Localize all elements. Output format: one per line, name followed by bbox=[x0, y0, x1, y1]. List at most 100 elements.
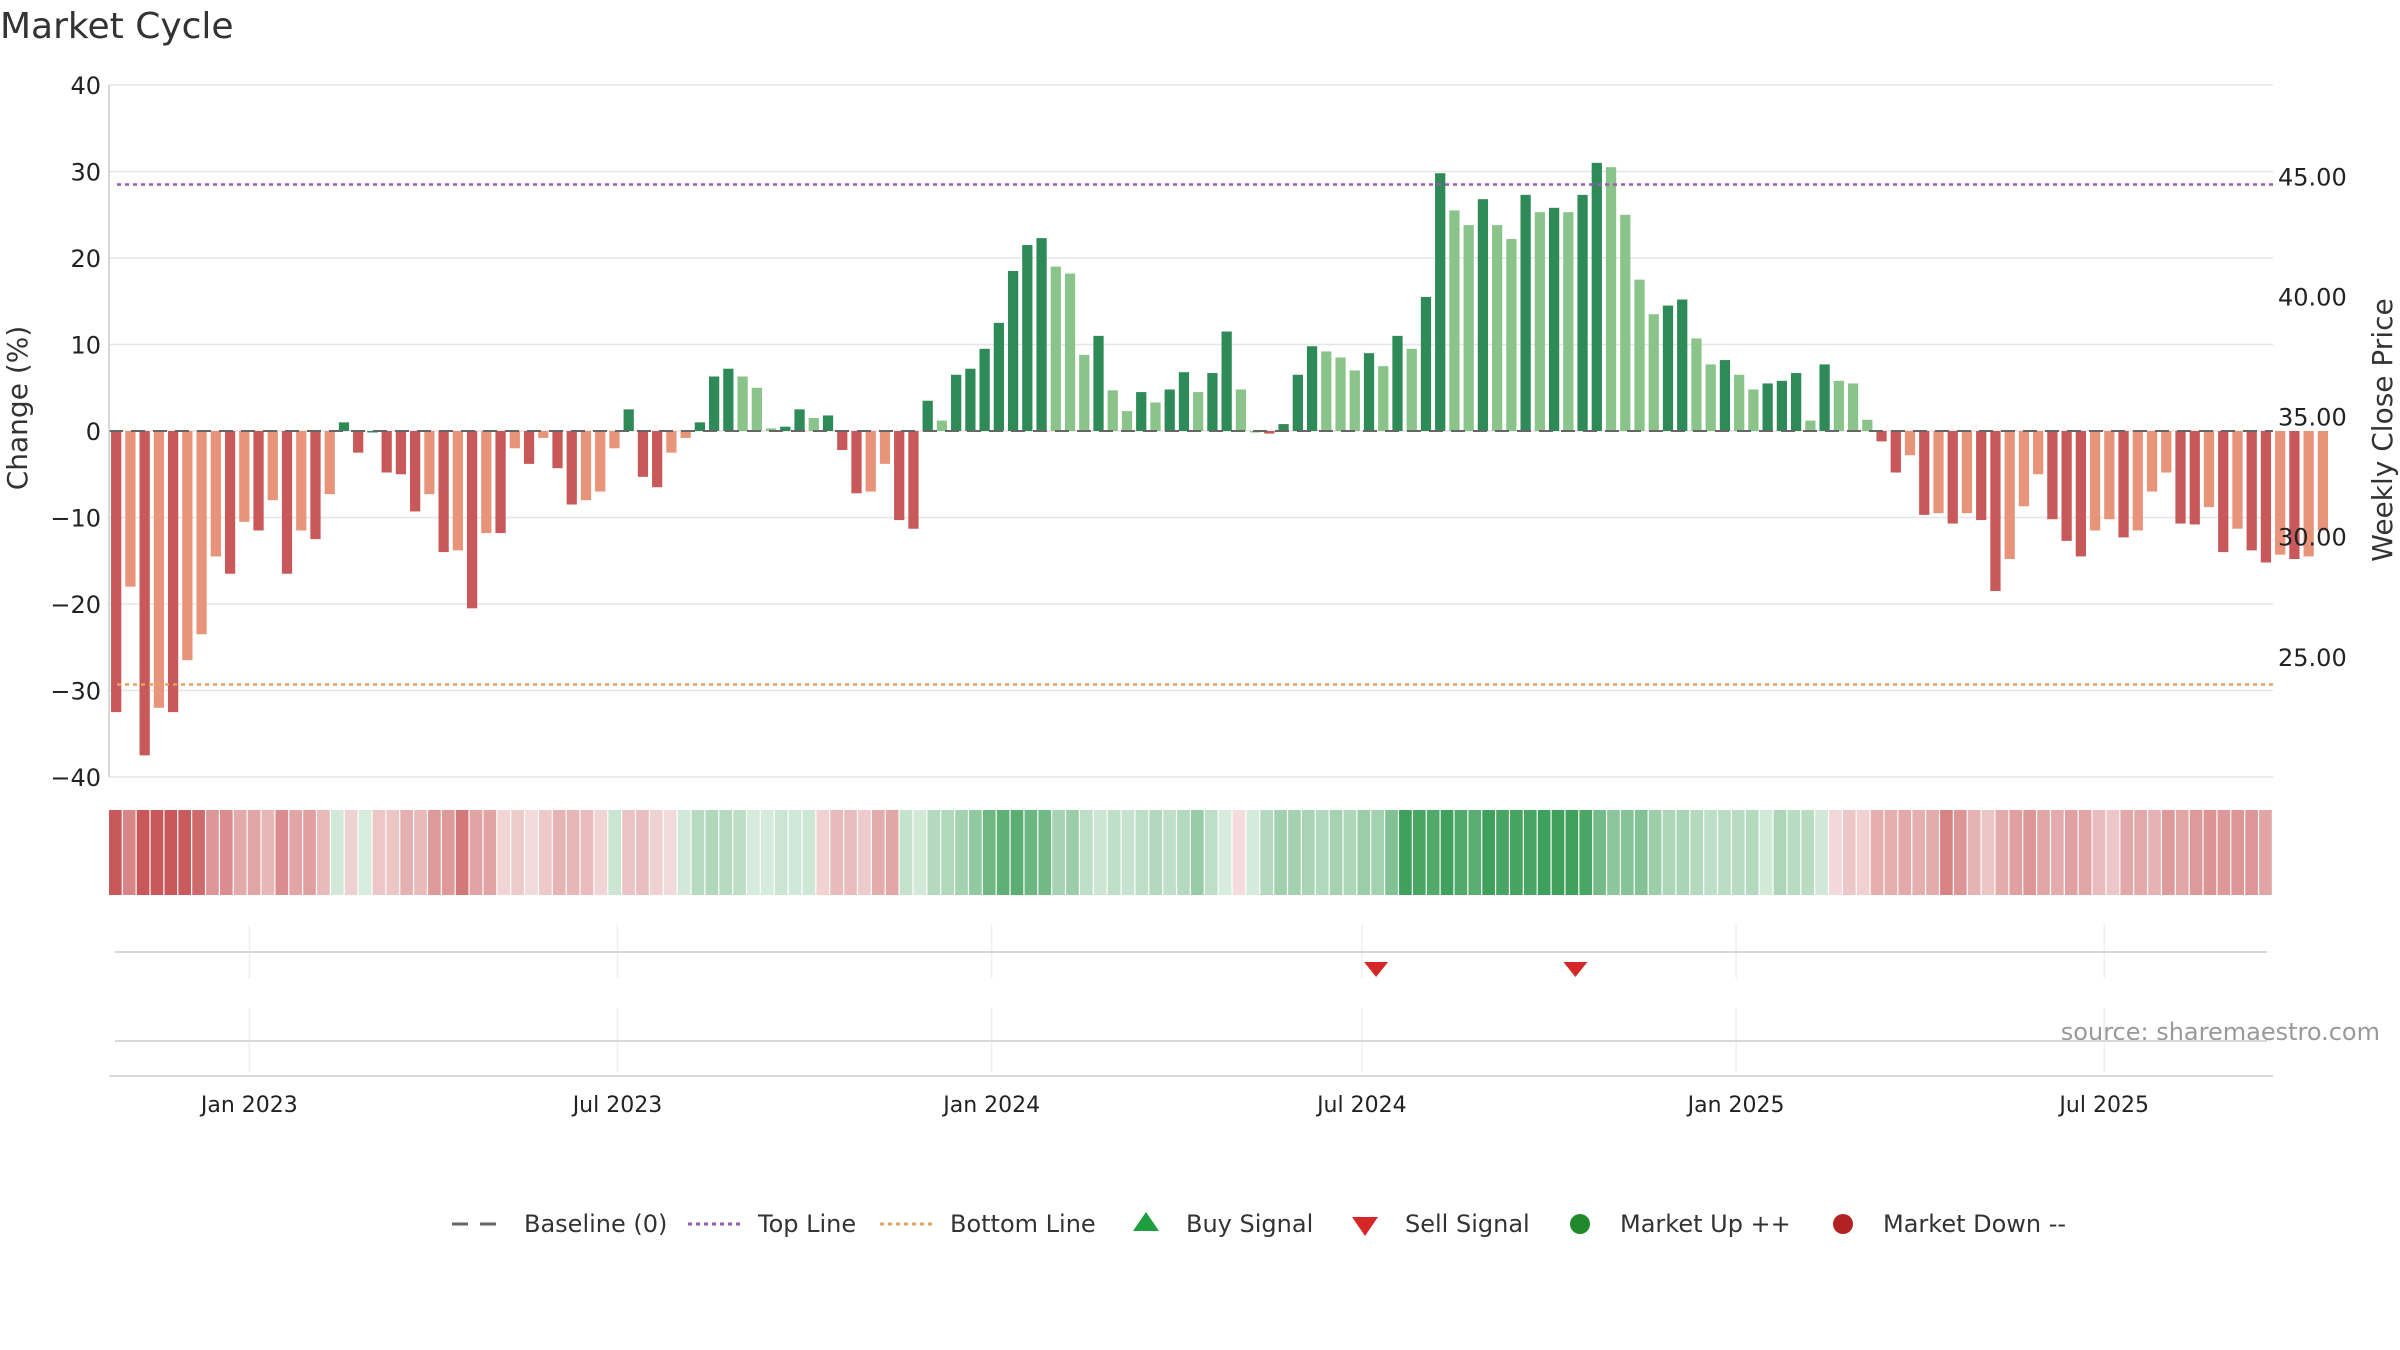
change-bar bbox=[125, 431, 136, 587]
change-bar bbox=[2189, 431, 2200, 525]
heat-cell bbox=[2217, 810, 2231, 895]
change-bar bbox=[1449, 210, 1460, 431]
heat-cell bbox=[455, 810, 469, 895]
heat-cell bbox=[1496, 810, 1509, 895]
heat-cell bbox=[2037, 810, 2050, 895]
change-bar bbox=[979, 348, 990, 431]
change-bar bbox=[1463, 225, 1474, 431]
change-bar bbox=[680, 431, 691, 438]
change-bar bbox=[1776, 380, 1788, 431]
change-bar bbox=[1477, 199, 1489, 431]
legend-label: Sell Signal bbox=[1405, 1210, 1530, 1238]
heat-cell bbox=[303, 810, 316, 895]
change-bar bbox=[2018, 431, 2030, 507]
heat-cell bbox=[1815, 810, 1828, 895]
change-bar bbox=[1235, 389, 1247, 431]
heat-cell bbox=[552, 810, 566, 895]
heat-cell bbox=[1232, 810, 1246, 895]
heat-cell bbox=[1385, 810, 1398, 895]
change-bar bbox=[224, 431, 236, 574]
heat-cell bbox=[219, 810, 233, 895]
heat-cell bbox=[192, 810, 205, 895]
heat-cell bbox=[871, 810, 885, 895]
change-bar bbox=[965, 368, 976, 431]
heat-cell bbox=[1482, 810, 1495, 895]
heat-cell bbox=[1288, 810, 1301, 895]
gridlines bbox=[109, 84, 2273, 778]
heat-cell bbox=[400, 810, 413, 895]
change-bar bbox=[1748, 389, 1759, 431]
heat-cell bbox=[1454, 810, 1468, 895]
heat-cell bbox=[830, 810, 844, 895]
change-bar bbox=[1705, 364, 1716, 431]
x-tick-label: Jan 2024 bbox=[941, 1093, 1040, 1118]
change-bar bbox=[552, 431, 563, 469]
sell-signal-marker bbox=[1364, 962, 1389, 977]
heat-cell bbox=[2078, 810, 2092, 895]
legend-label: Market Down -- bbox=[1883, 1210, 2066, 1238]
change-bar bbox=[381, 431, 392, 473]
heat-cell bbox=[1135, 810, 1149, 895]
y-tick-left: 0 bbox=[86, 418, 101, 446]
heat-cell bbox=[899, 810, 913, 895]
heat-cell bbox=[733, 810, 746, 895]
heat-cell bbox=[1093, 810, 1107, 895]
heat-cell bbox=[1371, 810, 1385, 895]
heat-cell bbox=[122, 810, 136, 895]
heat-cell bbox=[1662, 810, 1676, 895]
change-bar bbox=[1193, 392, 1204, 431]
change-bar bbox=[1178, 372, 1190, 431]
change-bar bbox=[523, 431, 535, 464]
change-bar bbox=[1904, 431, 1916, 456]
heat-cell bbox=[816, 810, 830, 895]
change-bar bbox=[1534, 212, 1545, 431]
change-bar bbox=[1634, 279, 1645, 431]
change-bar bbox=[1435, 173, 1446, 432]
heat-cell bbox=[2051, 810, 2064, 895]
change-bar bbox=[1862, 419, 1873, 431]
heat-cell bbox=[955, 810, 968, 895]
heat-cell bbox=[1690, 810, 1704, 895]
heat-cell bbox=[1634, 810, 1648, 895]
change-bar bbox=[353, 431, 364, 453]
y-tick-left: −10 bbox=[50, 505, 101, 533]
change-bar bbox=[253, 431, 264, 531]
heat-cell bbox=[1399, 810, 1412, 895]
heat-cell bbox=[2203, 810, 2217, 895]
heat-cell bbox=[414, 810, 427, 895]
change-bars bbox=[109, 162, 2329, 756]
y-tick-left: −40 bbox=[50, 764, 101, 792]
y-axis-right-title: Weekly Close Price bbox=[2366, 298, 2399, 561]
heat-cell bbox=[1898, 810, 1912, 895]
change-bar bbox=[609, 431, 620, 449]
change-bar bbox=[2175, 431, 2186, 524]
change-bar bbox=[2047, 431, 2058, 520]
heat-cell bbox=[1759, 810, 1773, 895]
heat-cell bbox=[1468, 810, 1482, 895]
change-bar bbox=[908, 431, 919, 529]
change-bar bbox=[2033, 431, 2044, 475]
change-bar bbox=[765, 428, 777, 431]
change-bar bbox=[509, 431, 520, 449]
heat-cell bbox=[469, 810, 483, 895]
heat-cell bbox=[663, 810, 677, 895]
heat-cell bbox=[566, 810, 580, 895]
change-bar bbox=[2203, 431, 2215, 508]
heat-cell bbox=[580, 810, 594, 895]
change-bar bbox=[367, 431, 378, 433]
heat-cell bbox=[2023, 810, 2036, 895]
heat-cell bbox=[1648, 810, 1662, 895]
heat-cell bbox=[760, 810, 774, 895]
change-bar bbox=[1719, 360, 1731, 431]
change-bar bbox=[751, 387, 762, 431]
change-bar bbox=[2075, 431, 2086, 557]
heat-cell bbox=[2231, 810, 2245, 895]
change-bar bbox=[1121, 411, 1133, 431]
x-tick-label: Jan 2023 bbox=[199, 1093, 298, 1118]
change-bar bbox=[1577, 194, 1588, 431]
heat-cell bbox=[261, 810, 275, 895]
heat-cell bbox=[1912, 810, 1926, 895]
change-bar bbox=[153, 431, 165, 708]
change-bar bbox=[2289, 431, 2300, 560]
legend-buy-swatch bbox=[1133, 1212, 1159, 1231]
